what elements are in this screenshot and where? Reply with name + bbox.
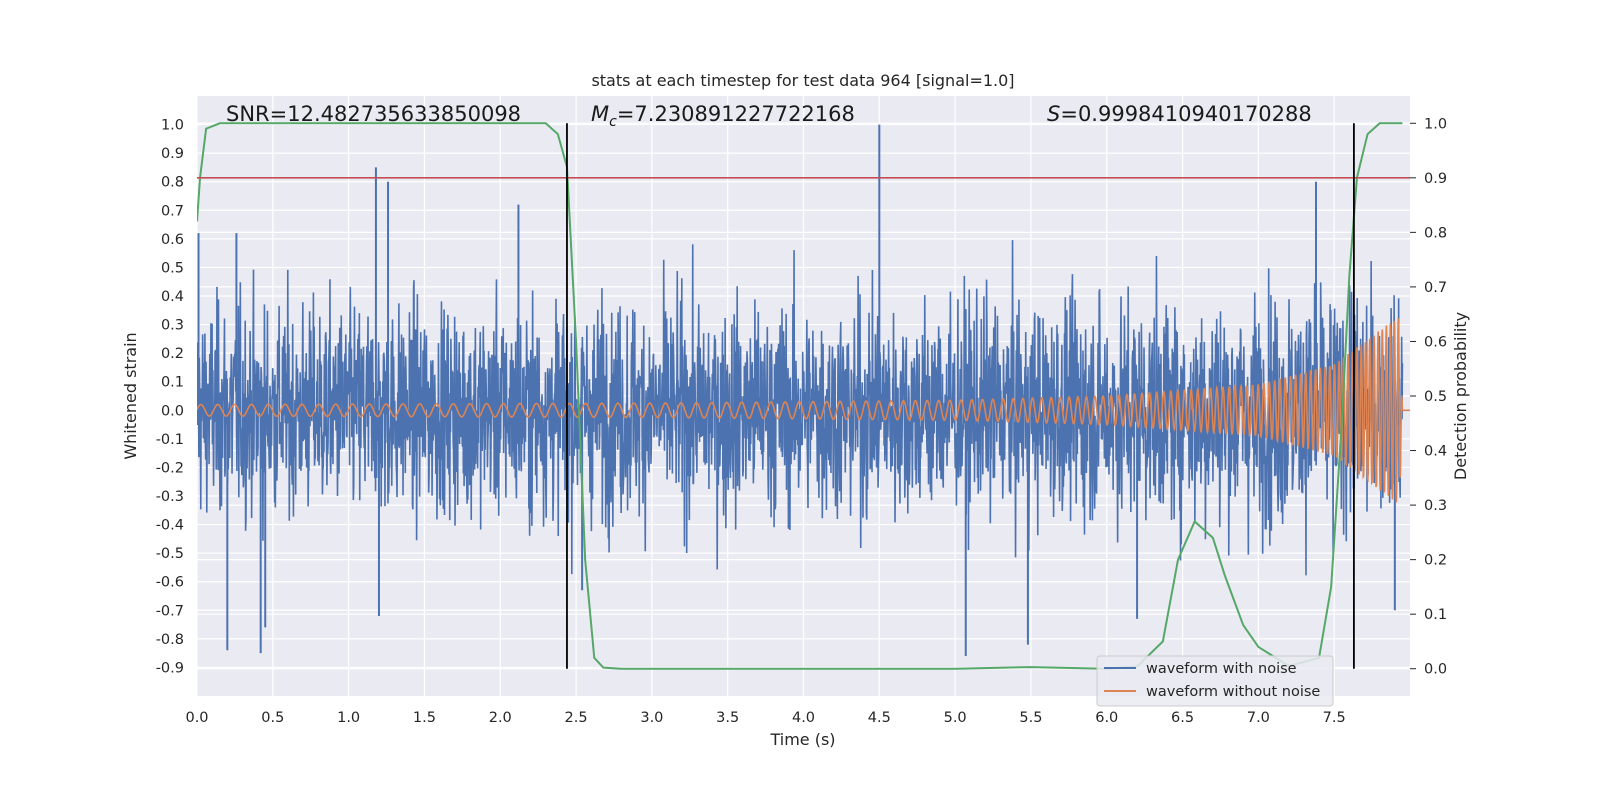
y-left-tick-label: -0.3 bbox=[156, 489, 184, 505]
series-waveform-with-noise bbox=[197, 124, 1404, 656]
y-left-tick-label: -0.8 bbox=[156, 632, 184, 648]
series-waveform-without-noise bbox=[197, 317, 1410, 503]
y-left-tick-label: 0.6 bbox=[161, 232, 184, 248]
y-left-tick-label: 0.4 bbox=[161, 289, 184, 305]
x-tick-label: 2.5 bbox=[565, 710, 588, 726]
mc-symbol: M bbox=[591, 102, 609, 126]
detection-probability-line bbox=[197, 122, 1403, 670]
y-right-tick-label: 0.0 bbox=[1424, 662, 1447, 678]
y-right-tick-label: 0.4 bbox=[1424, 444, 1447, 460]
mc-annotation: Mc=7.230891227722168 bbox=[591, 102, 855, 130]
y-right-tick-labels: 1.0 0.9 0.8 0.7 0.6 0.5 0.4 0.3 0.2 0.1 0.0 bbox=[1410, 116, 1447, 678]
y-left-tick-label: -0.6 bbox=[156, 575, 184, 591]
y-left-axis-label: Whitened strain bbox=[121, 332, 140, 459]
s-value: =0.9998410940170288 bbox=[1060, 102, 1311, 126]
x-tick-label: 1.0 bbox=[337, 710, 360, 726]
y-right-tick-label: 0.9 bbox=[1424, 171, 1447, 187]
s-annotation: S=0.9998410940170288 bbox=[1047, 102, 1312, 126]
legend: waveform with noise waveform without noi… bbox=[1096, 655, 1334, 707]
y-right-tick-label: 0.5 bbox=[1424, 389, 1447, 405]
x-tick-label: 4.0 bbox=[792, 710, 815, 726]
y-left-tick-label: -0.4 bbox=[156, 518, 184, 534]
y-left-tick-label: -0.2 bbox=[156, 460, 184, 476]
x-tick-label: 4.5 bbox=[868, 710, 891, 726]
legend-label-clean: waveform without noise bbox=[1146, 684, 1320, 700]
y-left-tick-label: 0.3 bbox=[161, 318, 184, 334]
y-left-tick-label: 0.2 bbox=[161, 346, 184, 362]
x-tick-label: 5.5 bbox=[1019, 710, 1042, 726]
y-left-tick-label: -0.9 bbox=[156, 660, 184, 676]
y-right-tick-label: 0.1 bbox=[1424, 607, 1447, 623]
x-tick-label: 0.0 bbox=[185, 710, 208, 726]
y-right-tick-label: 0.2 bbox=[1424, 553, 1447, 569]
y-left-tick-label: -0.7 bbox=[156, 603, 184, 619]
y-left-tick-label: 0.0 bbox=[161, 403, 184, 419]
mc-value: =7.230891227722168 bbox=[617, 102, 855, 126]
y-left-tick-label: -0.1 bbox=[156, 432, 184, 448]
y-left-tick-label: 0.1 bbox=[161, 375, 184, 391]
y-right-tick-label: 0.7 bbox=[1424, 280, 1447, 296]
legend-label-noise: waveform with noise bbox=[1146, 661, 1297, 677]
legend-box bbox=[1096, 655, 1334, 707]
chart-title: stats at each timestep for test data 964… bbox=[591, 71, 1014, 90]
snr-annotation: SNR=12.482735633850098 bbox=[226, 102, 521, 126]
x-tick-label: 6.0 bbox=[1095, 710, 1118, 726]
y-left-tick-label: -0.5 bbox=[156, 546, 184, 562]
x-tick-label: 6.5 bbox=[1171, 710, 1194, 726]
x-tick-label: 3.0 bbox=[640, 710, 663, 726]
y-left-tick-label: 0.8 bbox=[161, 175, 184, 191]
series-detection-probability bbox=[197, 122, 1403, 670]
s-symbol: S bbox=[1047, 102, 1060, 126]
y-left-tick-labels: 1.0 0.9 0.8 0.7 0.6 0.5 0.4 0.3 0.2 0.1 0.0 -0.1 -0.… bbox=[156, 118, 184, 677]
x-tick-labels: 0.0 0.5 1.0 1.5 2.0 2.5 3.0 3.5 4.0 4.5 5.0 5.5 6.0 6… bbox=[185, 710, 1345, 726]
x-tick-label: 7.5 bbox=[1323, 710, 1346, 726]
x-tick-label: 0.5 bbox=[261, 710, 284, 726]
y-left-tick-label: 0.7 bbox=[161, 203, 184, 219]
y-right-tick-label: 1.0 bbox=[1424, 116, 1447, 132]
y-left-tick-label: 1.0 bbox=[161, 118, 184, 134]
y-right-tick-label: 0.8 bbox=[1424, 225, 1447, 241]
x-tick-label: 1.5 bbox=[413, 710, 436, 726]
x-tick-label: 2.0 bbox=[489, 710, 512, 726]
x-tick-label: 3.5 bbox=[716, 710, 739, 726]
y-right-tick-label: 0.6 bbox=[1424, 334, 1447, 350]
x-tick-label: 5.0 bbox=[944, 710, 967, 726]
y-left-tick-label: 0.5 bbox=[161, 260, 184, 276]
y-right-axis-label: Detection probability bbox=[1451, 312, 1470, 480]
x-axis-label: Time (s) bbox=[769, 730, 835, 749]
y-right-tick-label: 0.3 bbox=[1424, 498, 1447, 514]
y-left-tick-label: 0.9 bbox=[161, 146, 184, 162]
x-tick-label: 7.0 bbox=[1247, 710, 1270, 726]
vertical-markers bbox=[566, 123, 1355, 669]
mc-subscript: c bbox=[609, 114, 617, 130]
waveform-without-noise-line bbox=[197, 317, 1410, 503]
